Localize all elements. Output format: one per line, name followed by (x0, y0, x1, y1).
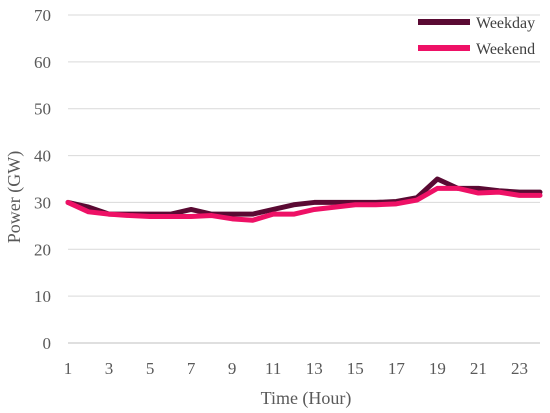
x-axis-title: Time (Hour) (261, 388, 352, 409)
legend-label-weekday: Weekday (476, 15, 535, 32)
y-axis-title: Power (GW) (4, 151, 25, 243)
x-tick-label: 1 (64, 359, 73, 378)
y-tick-label: 60 (34, 53, 51, 72)
y-tick-label: 50 (34, 100, 51, 119)
y-tick-label: 30 (34, 193, 51, 212)
y-tick-labels: 0 10 20 30 40 50 60 70 (34, 6, 51, 353)
x-tick-labels: 1 3 5 7 9 11 13 15 17 19 21 23 (64, 359, 528, 378)
x-tick-label: 5 (146, 359, 155, 378)
y-tick-label: 20 (34, 240, 51, 259)
x-tick-label: 17 (388, 359, 406, 378)
x-tick-label: 7 (187, 359, 196, 378)
x-tick-label: 15 (347, 359, 364, 378)
x-tick-label: 13 (306, 359, 323, 378)
x-tick-label: 21 (470, 359, 487, 378)
series-line-weekend (65, 185, 543, 223)
legend-label-weekend: Weekend (476, 41, 535, 58)
x-tick-label: 9 (228, 359, 237, 378)
x-tick-label: 19 (429, 359, 446, 378)
x-tick-label: 3 (105, 359, 114, 378)
legend: Weekday Weekend (418, 15, 535, 58)
series-line-weekday (65, 176, 543, 217)
x-tick-label: 23 (511, 359, 528, 378)
series-lines (65, 176, 543, 223)
x-tick-label: 11 (265, 359, 281, 378)
y-tick-label: 10 (34, 287, 51, 306)
gridlines (68, 14, 540, 344)
y-tick-label: 70 (34, 6, 51, 25)
y-tick-label: 0 (43, 334, 52, 353)
y-tick-label: 40 (34, 147, 51, 166)
